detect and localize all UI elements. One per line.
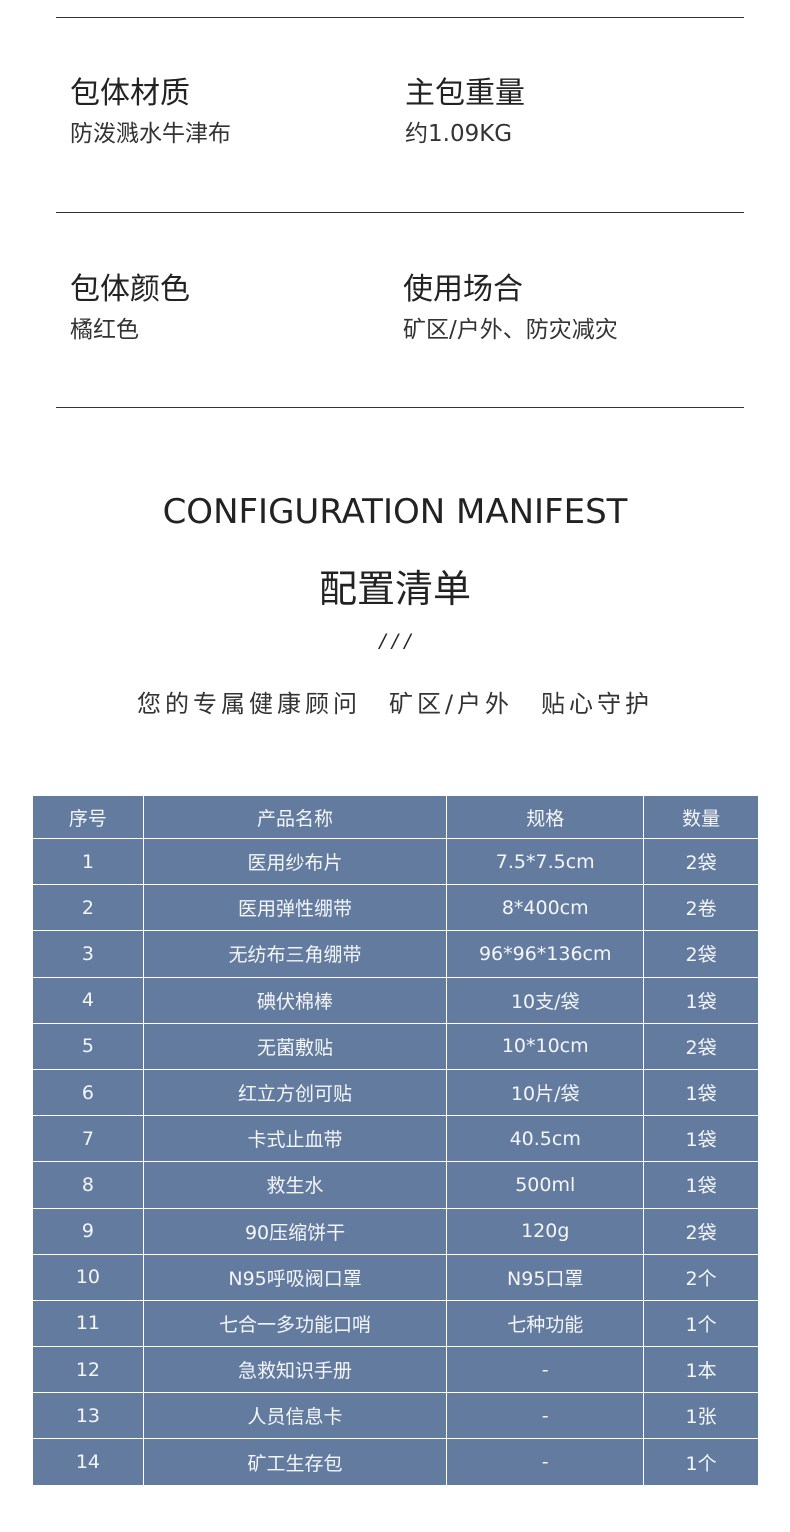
table-cell: 96*96*136cm xyxy=(446,930,645,978)
table-cell: 救生水 xyxy=(142,1161,448,1209)
table-cell: 3 xyxy=(32,930,144,978)
spec-value: 约1.09KG xyxy=(405,121,513,147)
table-row: 11 七合一多功能口哨 七种功能 1个 xyxy=(32,1299,759,1348)
table-cell: 2袋 xyxy=(643,837,759,886)
table-cell: 8*400cm xyxy=(446,884,645,932)
table-cell: 10 xyxy=(32,1253,144,1301)
table-cell: 90压缩饼干 xyxy=(142,1207,448,1255)
spec-title: 包体材质 xyxy=(70,76,190,111)
column-header: 规格 xyxy=(446,795,645,839)
section-divider: / / / xyxy=(379,630,411,652)
table-cell: 医用纱布片 xyxy=(142,837,448,886)
table-row: 14 矿工生存包 -1个 xyxy=(32,1438,759,1486)
section-title-cn: 配置清单 xyxy=(318,567,471,611)
table-cell: 40.5cm xyxy=(446,1115,645,1163)
column-header: 数量 xyxy=(643,795,759,839)
table-cell: 1个 xyxy=(643,1438,759,1486)
table-cell: 矿工生存包 xyxy=(142,1438,448,1486)
table-cell: 1 xyxy=(32,837,144,886)
table-cell: 红立方创可贴 xyxy=(142,1068,448,1117)
spec-usage: 使用场合矿区/户外、防灾减灾 xyxy=(403,272,618,344)
divider xyxy=(56,407,744,408)
table-cell: 无纺布三角绷带 xyxy=(142,930,448,978)
table-row: 10 N95呼吸阀口罩 N95口罩 2个 xyxy=(32,1253,759,1301)
table-cell: 1本 xyxy=(643,1346,759,1394)
table-cell: 1袋 xyxy=(643,976,759,1024)
table-cell: 1张 xyxy=(643,1392,759,1440)
divider xyxy=(56,17,744,18)
table-cell: 急救知识手册 xyxy=(142,1346,448,1394)
spec-material: 包体材质防泼溅水牛津布 xyxy=(70,76,231,148)
table-cell: - xyxy=(446,1346,645,1394)
table-cell: 10*10cm xyxy=(446,1022,645,1070)
table-cell: N95口罩 xyxy=(446,1253,645,1301)
spec-value: 防泼溅水牛津布 xyxy=(70,121,231,147)
table-cell: 500ml xyxy=(446,1161,645,1209)
spec-title: 使用场合 xyxy=(403,272,523,307)
table-row: 4 碘伏棉棒 10支/袋 1袋 xyxy=(32,976,759,1024)
spec-weight: 主包重量约1.09KG xyxy=(405,76,525,148)
table-cell: 七种功能 xyxy=(446,1299,645,1348)
table-row: 9 90压缩饼干 120g 2袋 xyxy=(32,1207,759,1255)
table-row: 2 医用弹性绷带 8*400cm 2卷 xyxy=(32,884,759,932)
table-row: 8 救生水 500ml 1袋 xyxy=(32,1161,759,1209)
table-cell: 10片/袋 xyxy=(446,1068,645,1117)
table-cell: - xyxy=(446,1392,645,1440)
table-cell: 2袋 xyxy=(643,1022,759,1070)
manifest-table: 序号 产品名称 规格 数量 1 医用纱布片 7.5*7.5cm 2袋 2 医用弹性绷带 8*400… xyxy=(32,795,759,1486)
table-cell: 卡式止血带 xyxy=(142,1115,448,1163)
table-cell: 1袋 xyxy=(643,1068,759,1117)
table-cell: 7 xyxy=(32,1115,144,1163)
table-cell: 8 xyxy=(32,1161,144,1209)
table-cell: 11 xyxy=(32,1299,144,1348)
table-cell: 2个 xyxy=(643,1253,759,1301)
divider xyxy=(56,212,744,213)
spec-value: 矿区/户外、防灾减灾 xyxy=(403,317,618,343)
column-header: 产品名称 xyxy=(142,795,448,839)
table-cell: 5 xyxy=(32,1022,144,1070)
table-cell: - xyxy=(446,1438,645,1486)
table-cell: 医用弹性绷带 xyxy=(142,884,448,932)
table-cell: 14 xyxy=(32,1438,144,1486)
table-row: 12 急救知识手册 -1本 xyxy=(32,1346,759,1394)
table-cell: 2袋 xyxy=(643,1207,759,1255)
section-subtitle: 您的专属健康顾问 矿区/户外 贴心守护 xyxy=(136,690,654,718)
column-header: 序号 xyxy=(32,795,144,839)
table-row: 13 人员信息卡 -1张 xyxy=(32,1392,759,1440)
table-cell: 2 xyxy=(32,884,144,932)
table-cell: 无菌敷贴 xyxy=(142,1022,448,1070)
table-cell: N95呼吸阀口罩 xyxy=(142,1253,448,1301)
table-cell: 碘伏棉棒 xyxy=(142,976,448,1024)
table-cell: 9 xyxy=(32,1207,144,1255)
table-cell: 2卷 xyxy=(643,884,759,932)
table-cell: 1袋 xyxy=(643,1115,759,1163)
table-cell: 人员信息卡 xyxy=(142,1392,448,1440)
section-title-en: CONFIGURATION MANIFEST xyxy=(162,492,628,532)
spec-title: 主包重量 xyxy=(405,76,525,111)
table-cell: 10支/袋 xyxy=(446,976,645,1024)
table-cell: 6 xyxy=(32,1068,144,1117)
table-cell: 13 xyxy=(32,1392,144,1440)
table-cell: 12 xyxy=(32,1346,144,1394)
table-row: 1 医用纱布片 7.5*7.5cm 2袋 xyxy=(32,837,759,886)
spec-color: 包体颜色 橘红色 xyxy=(70,272,190,344)
spec-value: 橘红色 xyxy=(70,317,139,343)
table-cell: 4 xyxy=(32,976,144,1024)
table-cell: 七合一多功能口哨 xyxy=(142,1299,448,1348)
table-header: 序号 产品名称 规格 数量 xyxy=(32,795,759,839)
table-row: 7 卡式止血带 40.5cm 1袋 xyxy=(32,1115,759,1163)
table-cell: 1袋 xyxy=(643,1161,759,1209)
spec-title: 包体颜色 xyxy=(70,272,190,307)
table-row: 3 无纺布三角绷带 96*96*136cm 2袋 xyxy=(32,930,759,978)
table-row: 6 红立方创可贴 10片/袋 1袋 xyxy=(32,1068,759,1117)
table-row: 5 无菌敷贴 10*10cm 2袋 xyxy=(32,1022,759,1070)
table-cell: 7.5*7.5cm xyxy=(446,837,645,886)
table-cell: 1个 xyxy=(643,1299,759,1348)
table-cell: 2袋 xyxy=(643,930,759,978)
table-cell: 120g xyxy=(446,1207,645,1255)
